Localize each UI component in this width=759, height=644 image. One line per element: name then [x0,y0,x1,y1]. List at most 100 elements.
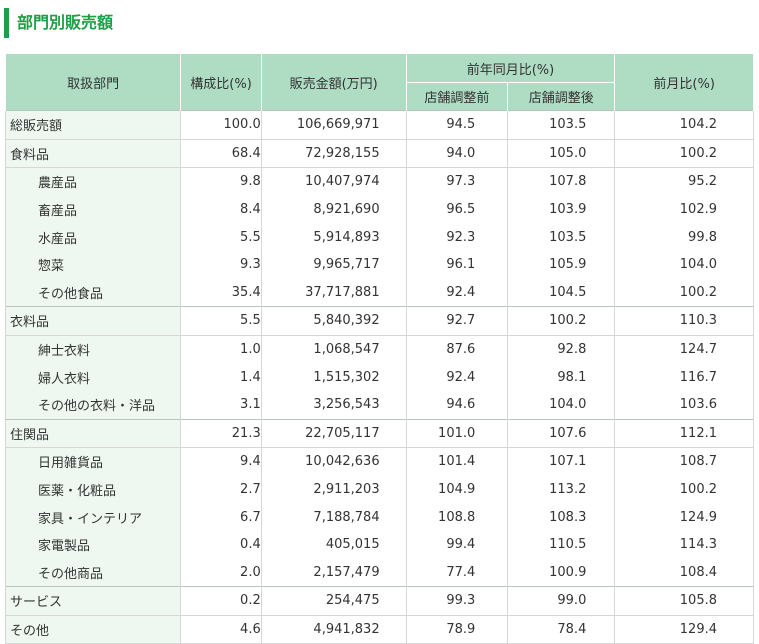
ratio-cell: 0.4 [180,530,262,559]
mom-cell: 95.2 [614,167,754,196]
ratio-cell: 100.0 [180,110,262,140]
header-yoy: 前年同月比(%) [405,53,616,83]
table-row: その他 4.6 4,941,832 78.9 78.4 129.4 [4,614,754,644]
yoy-before-cell: 96.5 [405,195,509,224]
sales-cell: 5,840,392 [260,306,407,336]
yoy-after-cell: 100.9 [507,558,616,587]
yoy-before-cell: 77.4 [405,558,509,587]
table-row: 食料品 68.4 72,928,155 94.0 105.0 100.2 [4,138,754,169]
sales-cell: 22,705,117 [260,418,407,449]
mom-cell: 105.8 [614,586,754,616]
sales-cell: 7,188,784 [260,503,407,531]
mom-cell: 114.3 [614,530,754,559]
table-body: 総販売額 100.0 106,669,971 94.5 103.5 104.2 食料品 68.… [4,110,754,644]
table-row: その他商品 2.0 2,157,479 77.4 100.9 108.4 [4,558,754,587]
table-row: 畜産品 8.4 8,921,690 96.5 103.9 102.9 [4,195,754,224]
yoy-after-cell: 107.6 [507,418,616,449]
yoy-after-cell: 108.3 [507,503,616,531]
yoy-after-cell: 98.1 [507,363,616,391]
mom-cell: 116.7 [614,363,754,391]
ratio-cell: 9.3 [180,250,262,279]
sales-cell: 37,717,881 [260,278,407,307]
yoy-before-cell: 108.8 [405,503,509,531]
mom-cell: 104.2 [614,110,754,140]
mom-cell: 110.3 [614,306,754,336]
yoy-before-cell: 92.7 [405,306,509,336]
ratio-cell: 35.4 [180,278,262,307]
yoy-after-cell: 92.8 [507,335,616,364]
mom-cell: 102.9 [614,195,754,224]
ratio-cell: 5.5 [180,306,262,336]
row-label: 総販売額 [4,110,182,140]
ratio-cell: 5.5 [180,223,262,251]
table-row: 水産品 5.5 5,914,893 92.3 103.5 99.8 [4,223,754,251]
sales-cell: 1,068,547 [260,335,407,364]
table-row: 総販売額 100.0 106,669,971 94.5 103.5 104.2 [4,110,754,140]
ratio-cell: 1.0 [180,335,262,364]
mom-cell: 112.1 [614,418,754,449]
sales-cell: 10,407,974 [260,167,407,196]
sales-cell: 405,015 [260,530,407,559]
sales-cell: 9,965,717 [260,250,407,279]
yoy-before-cell: 101.0 [405,418,509,449]
yoy-before-cell: 87.6 [405,335,509,364]
sales-cell: 254,475 [260,586,407,616]
sales-cell: 1,515,302 [260,363,407,391]
yoy-after-cell: 103.5 [507,223,616,251]
ratio-cell: 9.4 [180,447,262,476]
yoy-before-cell: 97.3 [405,167,509,196]
yoy-after-cell: 100.2 [507,306,616,336]
ratio-cell: 0.2 [180,586,262,616]
yoy-after-cell: 104.5 [507,278,616,307]
row-label: 紳士衣料 [4,335,182,364]
ratio-cell: 1.4 [180,363,262,391]
sales-cell: 4,941,832 [260,614,407,644]
yoy-after-cell: 107.1 [507,447,616,476]
table-row: 住関品 21.3 22,705,117 101.0 107.6 112.1 [4,418,754,449]
yoy-after-cell: 107.8 [507,167,616,196]
yoy-before-cell: 99.4 [405,530,509,559]
section-title: 部門別販売額 [4,8,113,38]
table-row: その他食品 35.4 37,717,881 92.4 104.5 100.2 [4,278,754,307]
row-label: 住関品 [4,418,182,449]
yoy-after-cell: 78.4 [507,614,616,644]
table-row: 家電製品 0.4 405,015 99.4 110.5 114.3 [4,530,754,559]
mom-cell: 108.7 [614,447,754,476]
yoy-before-cell: 94.5 [405,110,509,140]
header-yoy-before: 店舗調整前 [405,82,509,111]
mom-cell: 104.0 [614,250,754,279]
yoy-before-cell: 94.0 [405,138,509,169]
row-label: 医薬・化粧品 [4,475,182,504]
yoy-after-cell: 103.9 [507,195,616,224]
row-label: その他の衣料・洋品 [4,390,182,420]
yoy-before-cell: 92.4 [405,363,509,391]
yoy-before-cell: 92.4 [405,278,509,307]
sales-cell: 8,921,690 [260,195,407,224]
ratio-cell: 21.3 [180,418,262,449]
mom-cell: 124.7 [614,335,754,364]
table-row: サービス 0.2 254,475 99.3 99.0 105.8 [4,586,754,616]
mom-cell: 100.2 [614,475,754,504]
sales-cell: 3,256,543 [260,390,407,420]
ratio-cell: 9.8 [180,167,262,196]
yoy-after-cell: 103.5 [507,110,616,140]
row-label: 家具・インテリア [4,503,182,531]
header-ratio: 構成比(%) [180,53,262,111]
mom-cell: 100.2 [614,138,754,169]
yoy-after-cell: 104.0 [507,390,616,420]
table-row: 日用雑貨品 9.4 10,042,636 101.4 107.1 108.7 [4,447,754,476]
header-dept: 取扱部門 [4,53,182,111]
mom-cell: 108.4 [614,558,754,587]
header-sales: 販売金額(万円) [260,53,407,111]
table-row: その他の衣料・洋品 3.1 3,256,543 94.6 104.0 103.6 [4,390,754,420]
yoy-before-cell: 96.1 [405,250,509,279]
row-label: 惣菜 [4,250,182,279]
row-label: その他 [4,614,182,644]
row-label: 食料品 [4,138,182,169]
row-label: 日用雑貨品 [4,447,182,476]
yoy-before-cell: 99.3 [405,586,509,616]
row-label: 畜産品 [4,195,182,224]
sales-cell: 2,911,203 [260,475,407,504]
table-row: 衣料品 5.5 5,840,392 92.7 100.2 110.3 [4,306,754,336]
mom-cell: 99.8 [614,223,754,251]
